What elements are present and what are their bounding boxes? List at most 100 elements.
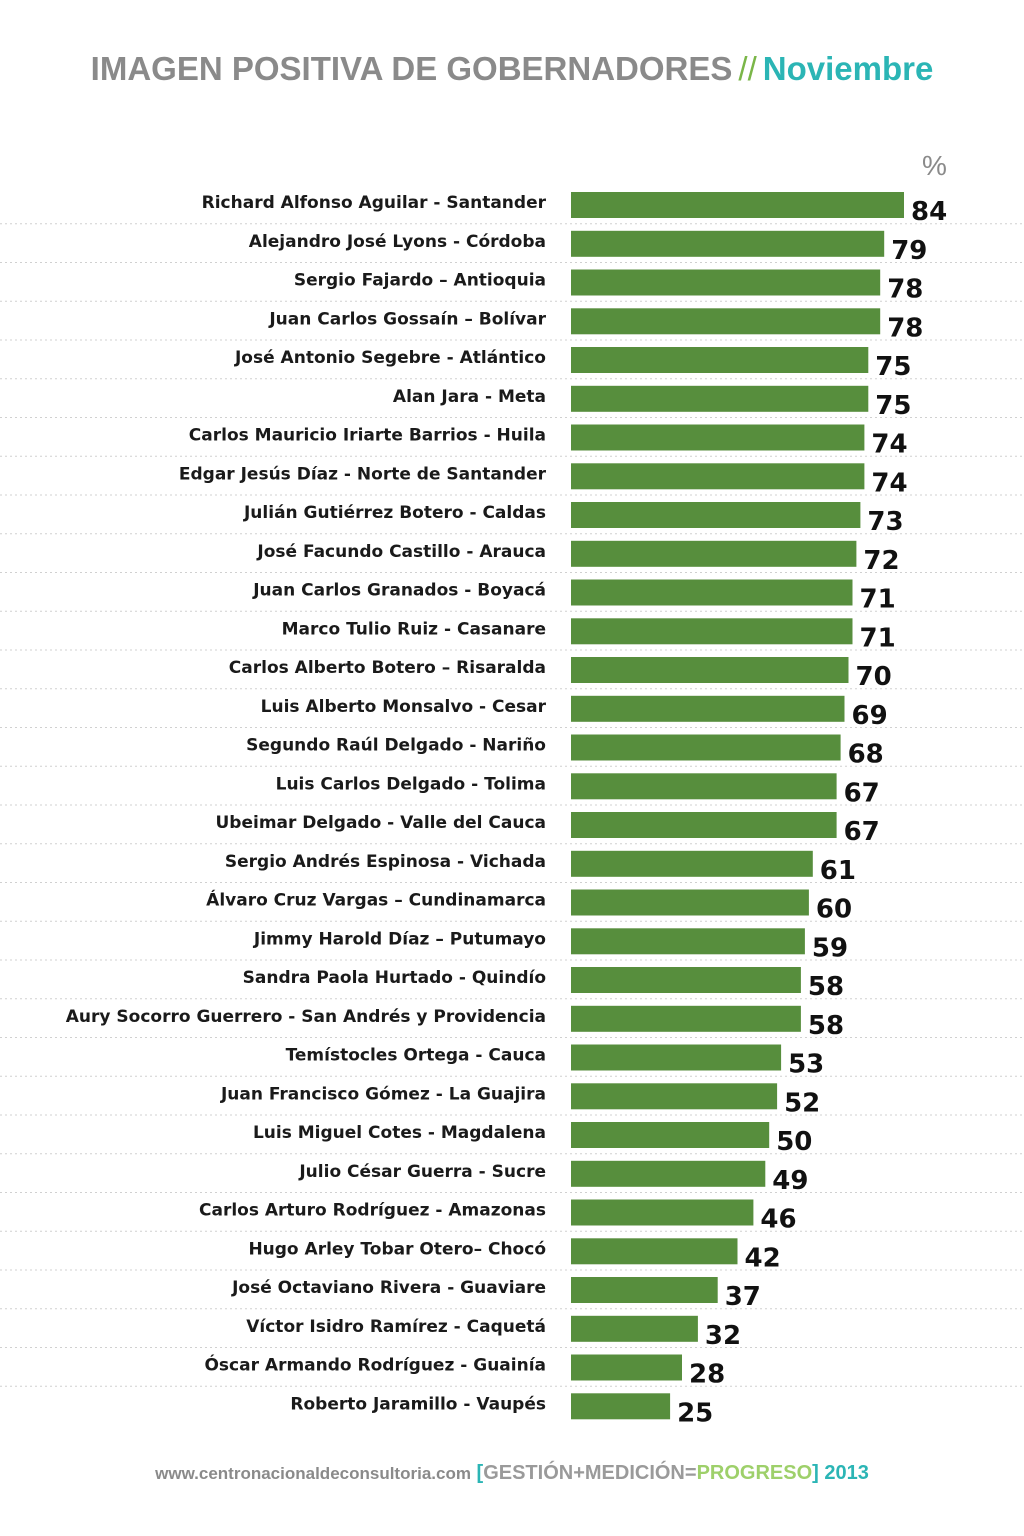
bar	[571, 1044, 782, 1071]
data-label: 58	[808, 972, 844, 1002]
category-label: Roberto Jaramillo - Vaupés	[290, 1394, 546, 1414]
data-label: 59	[812, 933, 848, 963]
category-label: Hugo Arley Tobar Otero– Chocó	[248, 1239, 546, 1259]
bar	[571, 269, 881, 296]
category-label: Carlos Mauricio Iriarte Barrios - Huila	[189, 426, 546, 446]
category-label: Sergio Andrés Espinosa - Vichada	[225, 852, 546, 872]
bar	[571, 502, 861, 528]
bar	[571, 734, 841, 761]
category-label: Luis Alberto Monsalvo - Cesar	[261, 697, 547, 717]
category-label: Alejandro José Lyons - Córdoba	[249, 232, 546, 252]
bar	[571, 385, 869, 412]
bar	[571, 1315, 698, 1342]
category-label: Temístocles Ortega - Cauca	[286, 1046, 546, 1066]
category-label: Juan Carlos Granados - Boyacá	[252, 581, 546, 601]
bar	[571, 1122, 770, 1148]
data-label: 70	[856, 662, 892, 692]
category-label: Carlos Alberto Botero – Risaralda	[229, 658, 546, 678]
footer: www.centronacionaldeconsultoria.com [GES…	[0, 1462, 1024, 1485]
category-label: Víctor Isidro Ramírez - Caquetá	[246, 1317, 546, 1337]
data-label: 84	[911, 197, 947, 227]
category-label: Sandra Paola Hurtado - Quindío	[243, 968, 546, 988]
bar	[571, 773, 837, 800]
category-label: José Antonio Segebre - Atlántico	[234, 348, 546, 368]
bar	[571, 308, 881, 335]
bar	[571, 1083, 778, 1110]
category-label: Richard Alfonso Aguilar - Santander	[202, 193, 547, 213]
bar	[571, 1160, 766, 1187]
category-label: José Facundo Castillo - Arauca	[256, 542, 546, 562]
data-label: 73	[867, 507, 903, 537]
unit-label: %	[922, 150, 947, 181]
category-label: Sergio Fajardo – Antioquia	[294, 271, 546, 291]
bar	[571, 928, 805, 955]
bar	[571, 889, 809, 916]
category-label: Juan Francisco Gómez - La Guajira	[220, 1084, 546, 1104]
footer-year: 2013	[824, 1462, 869, 1484]
category-label: Jimmy Harold Díaz – Putumayo	[253, 929, 546, 949]
category-label: Álvaro Cruz Vargas – Cundinamarca	[206, 889, 546, 911]
category-label: Aury Socorro Guerrero - San Andrés y Pro…	[66, 1007, 546, 1027]
bar	[571, 230, 885, 257]
footer-slogan-part2: PROGRESO	[696, 1462, 813, 1484]
data-label: 79	[891, 236, 927, 266]
bar	[571, 192, 904, 218]
data-label: 60	[816, 895, 852, 925]
data-label: 46	[760, 1205, 796, 1235]
data-label: 75	[875, 391, 911, 421]
data-label: 67	[844, 817, 880, 847]
data-label: 67	[844, 778, 880, 808]
data-label: 75	[875, 352, 911, 382]
bar	[571, 1005, 801, 1032]
data-label: 69	[852, 701, 888, 731]
bar	[571, 618, 853, 645]
bar	[571, 1277, 718, 1303]
data-label: 28	[689, 1360, 725, 1390]
data-label: 58	[808, 1011, 844, 1041]
title-month: Noviembre	[762, 50, 934, 87]
data-label: 52	[784, 1088, 820, 1118]
category-label: Edgar Jesús Díaz - Norte de Santander	[179, 464, 547, 484]
bar	[571, 347, 869, 373]
data-label: 32	[705, 1321, 741, 1351]
data-label: 74	[871, 468, 907, 498]
data-label: 71	[860, 623, 896, 653]
footer-bracket-open: [	[476, 1462, 484, 1484]
data-label: 74	[871, 430, 907, 460]
footer-url: www.centronacionaldeconsultoria.com	[155, 1464, 471, 1483]
data-label: 53	[788, 1050, 824, 1080]
data-label: 49	[772, 1166, 808, 1196]
category-label: Juan Carlos Gossaín – Bolívar	[268, 309, 546, 329]
bar	[571, 967, 801, 993]
category-label: Luis Carlos Delgado - Tolima	[276, 774, 546, 794]
bar	[571, 540, 857, 567]
category-label: Marco Tulio Ruiz - Casanare	[282, 619, 546, 639]
bar	[571, 1199, 754, 1226]
bar	[571, 1393, 671, 1420]
bar	[571, 657, 849, 683]
category-label: Carlos Arturo Rodríguez - Amazonas	[199, 1201, 546, 1221]
category-label: Segundo Raúl Delgado - Nariño	[246, 736, 546, 756]
data-label: 68	[848, 740, 884, 770]
footer-slogan-part1: GESTIÓN+MEDICIÓN=	[483, 1462, 697, 1484]
bar	[571, 463, 865, 490]
bar	[571, 579, 853, 606]
category-label: Ubeimar Delgado - Valle del Cauca	[215, 813, 546, 833]
bar	[571, 424, 865, 451]
category-label: Julián Gutiérrez Botero - Caldas	[243, 503, 546, 523]
category-label: Alan Jara - Meta	[393, 387, 546, 407]
bar	[571, 812, 837, 838]
bar-chart: Richard Alfonso Aguilar - Santander 84 Ale…	[0, 192, 1024, 1428]
title-main: IMAGEN POSITIVA DE GOBERNADORES	[90, 50, 733, 87]
bar	[571, 850, 813, 877]
data-label: 50	[776, 1127, 812, 1157]
chart-title: IMAGEN POSITIVA DE GOBERNADORES//Noviemb…	[0, 50, 1024, 88]
data-label: 37	[725, 1282, 761, 1312]
title-separator: //	[738, 50, 757, 87]
data-label: 42	[745, 1243, 781, 1273]
data-label: 25	[677, 1398, 713, 1428]
data-label: 78	[887, 313, 923, 343]
category-label: Óscar Armando Rodríguez - Guainía	[204, 1354, 546, 1376]
category-label: Luis Miguel Cotes - Magdalena	[253, 1123, 546, 1143]
footer-bracket-close: ]	[812, 1462, 819, 1484]
